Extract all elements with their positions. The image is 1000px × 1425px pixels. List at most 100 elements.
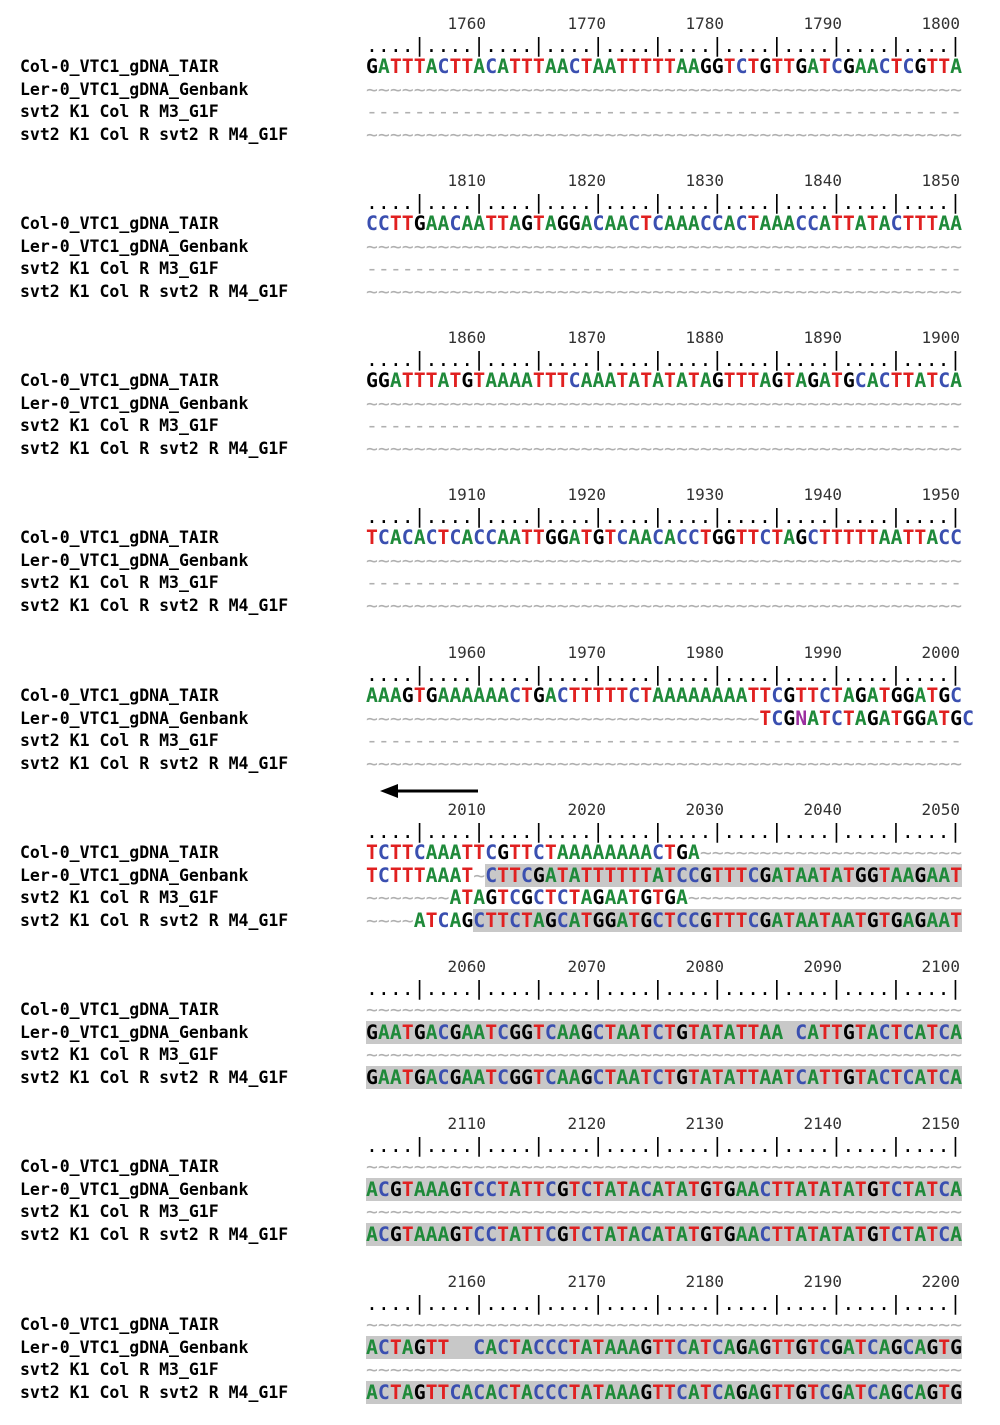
nucleotide: -	[556, 729, 569, 752]
nucleotide: ~	[425, 1313, 438, 1336]
nucleotide: A	[854, 707, 867, 730]
nucleotide: ~	[449, 392, 462, 415]
nucleotide: T	[914, 526, 927, 549]
sequence-label: svt2 K1 Col R M3_G1F	[20, 573, 219, 592]
nucleotide: -	[461, 729, 474, 752]
nucleotide: ~	[461, 1200, 474, 1223]
nucleotide: ~	[366, 549, 378, 572]
nucleotide: -	[938, 100, 951, 123]
nucleotide: ~	[473, 594, 486, 617]
nucleotide: C	[497, 1066, 510, 1089]
nucleotide: ~	[473, 707, 486, 730]
nucleotide: ~	[795, 437, 808, 460]
nucleotide: ~	[771, 1043, 784, 1066]
nucleotide: ~	[687, 1043, 700, 1066]
alignment-block: 1860 1870 1880 1890 1900 ....|....|....|....|…	[0, 314, 1000, 471]
nucleotide: -	[604, 729, 617, 752]
nucleotide: T	[747, 684, 760, 707]
nucleotide: -	[783, 100, 796, 123]
nucleotide: ~	[711, 1313, 724, 1336]
nucleotide: A	[556, 55, 569, 78]
nucleotide: ~	[389, 1043, 402, 1066]
nucleotide: ~	[890, 594, 903, 617]
nucleotide: T	[819, 864, 831, 887]
nucleotide: ~	[628, 1043, 641, 1066]
nucleotide: ~	[652, 1155, 665, 1178]
nucleotide: T	[616, 864, 629, 887]
nucleotide: ~	[616, 707, 629, 730]
nucleotide: ~	[854, 998, 867, 1021]
nucleotide: T	[735, 909, 748, 932]
nucleotide: -	[640, 100, 653, 123]
nucleotide: ~	[497, 1358, 510, 1381]
nucleotide: ~	[902, 437, 915, 460]
nucleotide: ~	[556, 998, 569, 1021]
position-number: 1830	[685, 171, 724, 190]
nucleotide: ~	[520, 1155, 533, 1178]
nucleotide: G	[866, 909, 879, 932]
position-number: 2070	[567, 957, 606, 976]
nucleotide: ~	[735, 1358, 748, 1381]
nucleotide: -	[449, 729, 462, 752]
nucleotide: A	[425, 55, 438, 78]
nucleotide: ~	[878, 1313, 891, 1336]
nucleotide: A	[866, 1021, 879, 1044]
nucleotide: ~	[914, 1313, 927, 1336]
nucleotide: ~	[580, 123, 593, 146]
nucleotide: ~	[687, 707, 700, 730]
nucleotide: T	[461, 864, 474, 887]
position-number: 2200	[921, 1272, 960, 1291]
sequence-label: svt2 K1 Col R M3_G1F	[20, 102, 219, 121]
nucleotide: C	[520, 864, 533, 887]
nucleotide: C	[652, 212, 665, 235]
nucleotide: T	[473, 369, 486, 392]
nucleotide: ~	[461, 998, 474, 1021]
nucleotide: G	[759, 864, 772, 887]
nucleotide: ~	[687, 1313, 700, 1336]
nucleotide: ~	[389, 280, 402, 303]
nucleotide: A	[520, 1381, 533, 1404]
sequence-text: ACGTAAAGTCCTATTCGTCTATACATATGTGAACTTATAT…	[366, 1223, 963, 1246]
nucleotide: ~	[723, 752, 736, 775]
nucleotide: A	[795, 864, 808, 887]
nucleotide: G	[580, 1066, 593, 1089]
nucleotide: G	[723, 526, 736, 549]
nucleotide: T	[807, 1178, 820, 1201]
nucleotide: C	[485, 841, 498, 864]
nucleotide: T	[854, 1021, 867, 1044]
nucleotide: ~	[461, 1358, 474, 1381]
nucleotide: -	[389, 729, 402, 752]
nucleotide: -	[652, 729, 665, 752]
nucleotide: ~	[938, 841, 951, 864]
position-number: 1810	[447, 171, 486, 190]
nucleotide: G	[461, 909, 474, 932]
nucleotide: -	[747, 729, 760, 752]
nucleotide: ~	[735, 280, 748, 303]
nucleotide: C	[473, 909, 486, 932]
nucleotide: A	[568, 1021, 581, 1044]
nucleotide: ~	[699, 1358, 712, 1381]
nucleotide: ~	[759, 998, 772, 1021]
nucleotide: ~	[580, 594, 593, 617]
nucleotide: ~	[437, 123, 450, 146]
sequence-label: Col-0_VTC1_gDNA_TAIR	[20, 528, 219, 547]
nucleotide: ~	[723, 1313, 736, 1336]
nucleotide: ~	[687, 392, 700, 415]
nucleotide: A	[389, 684, 402, 707]
nucleotide: T	[783, 1336, 796, 1359]
nucleotide: A	[616, 212, 629, 235]
nucleotide: ~	[592, 1313, 605, 1336]
nucleotide: ~	[759, 1155, 772, 1178]
sequence-label: Ler-0_VTC1_gDNA_Genbank	[20, 1023, 249, 1042]
nucleotide: ~	[592, 752, 605, 775]
nucleotide: G	[556, 526, 569, 549]
nucleotide: -	[735, 257, 748, 280]
nucleotide: ~	[938, 886, 951, 909]
nucleotide: ~	[532, 437, 545, 460]
nucleotide: C	[711, 1336, 724, 1359]
nucleotide: T	[425, 1381, 438, 1404]
nucleotide: A	[556, 1066, 569, 1089]
nucleotide: A	[473, 1066, 486, 1089]
nucleotide: ~	[556, 549, 569, 572]
nucleotide: C	[377, 526, 390, 549]
